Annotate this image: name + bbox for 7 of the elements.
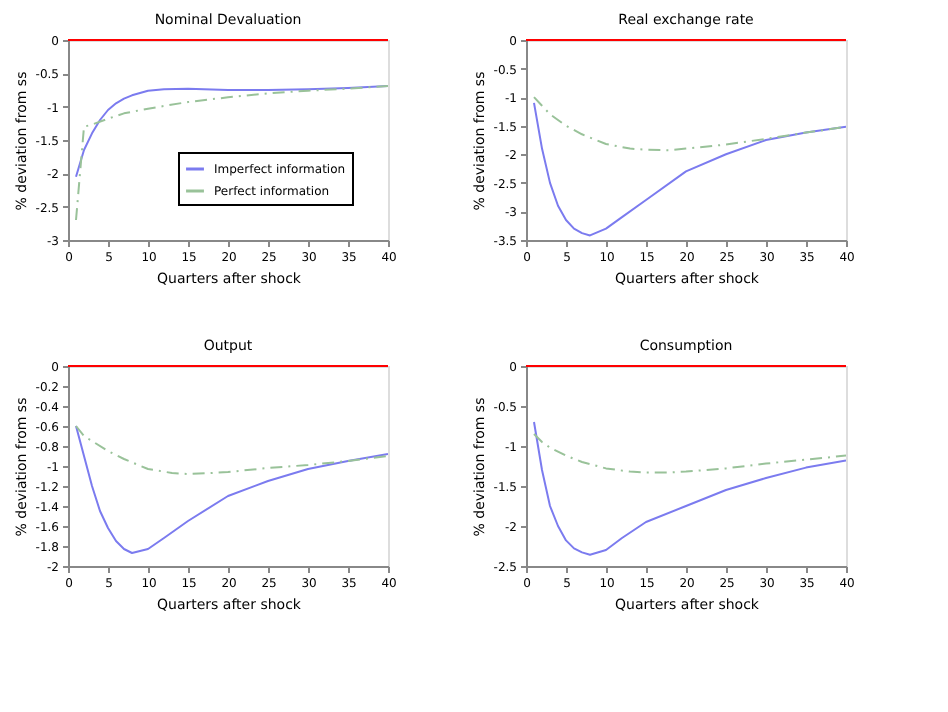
line-series: [533, 421, 846, 556]
line-series: [533, 433, 846, 474]
line-series: [75, 425, 388, 475]
line-series: [533, 101, 846, 237]
line-series: [75, 85, 388, 221]
line-series: [533, 96, 846, 152]
line-series: [75, 425, 388, 554]
